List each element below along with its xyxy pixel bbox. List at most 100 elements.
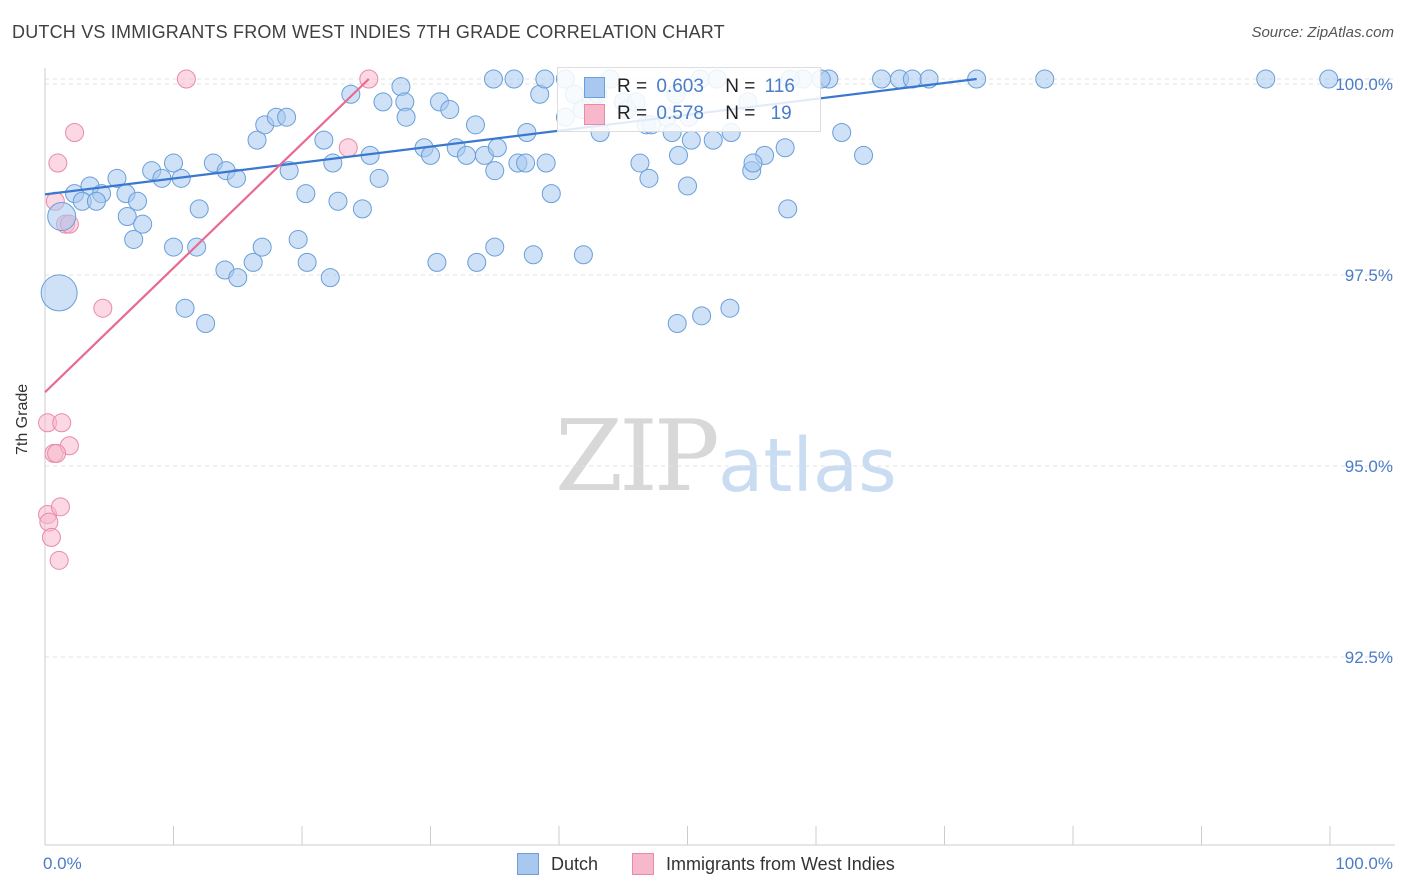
- dutch-point: [373, 92, 393, 112]
- dutch-point: [465, 115, 485, 135]
- dutch-point: [47, 202, 77, 232]
- legend-r-label: R =: [617, 103, 648, 124]
- y-tick-label: 100.0%: [1335, 75, 1393, 94]
- dutch-point: [175, 298, 195, 318]
- dutch-swatch: [517, 853, 539, 875]
- legend-r-value: 0.603: [656, 76, 704, 97]
- gridlines: [45, 78, 1395, 658]
- dutch-point: [573, 245, 593, 265]
- legend-n-label: N =: [725, 103, 756, 124]
- tick-labels: 100.0% 97.5% 95.0% 92.5% 0.0% 100.0%: [43, 75, 1393, 873]
- dutch-point: [124, 229, 144, 249]
- legend-n-label: N =: [725, 76, 756, 97]
- west-indies-point: [48, 153, 68, 173]
- chart-title: DUTCH VS IMMIGRANTS FROM WEST INDIES 7TH…: [12, 22, 725, 42]
- dutch-point: [775, 138, 795, 158]
- dutch-point: [297, 252, 317, 272]
- dutch-point: [341, 84, 361, 104]
- dutch-point: [854, 145, 874, 165]
- west-indies-point: [65, 122, 85, 142]
- legend-n-value: 116: [764, 76, 795, 97]
- dutch-trend-line: [44, 77, 977, 196]
- west-indies-point: [49, 550, 69, 570]
- dutch-point: [535, 69, 555, 89]
- dutch-point: [328, 191, 348, 211]
- dutch-point: [421, 145, 440, 165]
- west-indies-trend-line: [44, 78, 370, 394]
- dutch-point: [639, 168, 659, 188]
- trend-lines: [44, 77, 977, 394]
- legend-r-value: 0.578: [656, 103, 704, 124]
- dutch-point: [396, 107, 416, 127]
- west-indies-point: [41, 527, 61, 547]
- dutch-point: [314, 130, 334, 150]
- west-indies-point: [47, 443, 67, 463]
- dutch-point: [487, 138, 507, 158]
- dutch-point: [427, 252, 447, 272]
- dutch-point: [279, 161, 299, 181]
- dutch-point: [467, 252, 487, 272]
- dutch-point: [323, 153, 343, 173]
- legend-swatch-dutch: [584, 76, 605, 98]
- y-tick-label: 92.5%: [1345, 648, 1393, 667]
- dutch-point: [541, 184, 561, 204]
- legend-n-value: 19: [770, 103, 792, 124]
- dutch-point: [483, 69, 503, 89]
- dutch-point: [667, 313, 687, 333]
- west-indies-point: [176, 69, 196, 89]
- dutch-point: [277, 107, 297, 127]
- dutch-point: [196, 313, 216, 333]
- dutch-point: [288, 229, 308, 249]
- dutch-point: [504, 69, 524, 89]
- dutch-point: [352, 199, 372, 219]
- y-tick-label: 95.0%: [1345, 457, 1393, 476]
- dutch-point: [117, 207, 137, 227]
- dutch-point: [485, 237, 505, 257]
- dutch-point: [681, 130, 701, 150]
- x-tick-label: 100.0%: [1335, 854, 1393, 873]
- dutch-point: [86, 191, 106, 211]
- dutch-point: [1319, 69, 1339, 89]
- dutch-point: [296, 184, 316, 204]
- bottom-legend-dutch[interactable]: Dutch: [517, 852, 598, 876]
- stats-legend: R = 0.603 N = 116 R = 0.578 N = 19: [557, 67, 821, 132]
- legend-swatch-west-indies: [584, 103, 605, 125]
- dutch-point: [516, 153, 536, 173]
- dutch-point: [485, 161, 505, 181]
- west-indies-point: [50, 497, 70, 517]
- dutch-point: [440, 100, 460, 120]
- west-indies-point: [338, 138, 358, 158]
- dutch-point: [720, 298, 740, 318]
- legend-text-dutch: R = 0.603 N = 116: [617, 76, 795, 98]
- y-tick-label: 97.5%: [1345, 266, 1393, 285]
- dutch-point: [164, 237, 183, 257]
- dutch-point: [456, 145, 476, 165]
- dutch-point: [107, 168, 127, 188]
- dutch-point: [678, 176, 697, 196]
- dutch-point: [1035, 69, 1055, 89]
- dutch-point: [243, 252, 263, 272]
- dutch-point: [228, 268, 248, 288]
- dutch-point: [832, 122, 852, 142]
- axes: [44, 68, 1395, 846]
- dutch-point: [133, 214, 153, 234]
- source-label: Source: ZipAtlas.com: [1251, 24, 1394, 41]
- x-tick-label: 0.0%: [43, 854, 82, 873]
- dutch-point: [40, 274, 78, 312]
- dutch-point: [778, 199, 798, 219]
- dutch-point: [320, 268, 340, 288]
- west-indies-legend-label: Immigrants from West Indies: [666, 853, 895, 874]
- dutch-point: [743, 153, 763, 173]
- dutch-point: [536, 153, 556, 173]
- dutch-point: [517, 122, 537, 142]
- west-indies-swatch: [632, 853, 654, 875]
- dutch-point: [872, 69, 892, 89]
- dutch-legend-label: Dutch: [551, 853, 599, 874]
- dutch-point: [128, 191, 148, 211]
- dutch-point: [226, 168, 246, 188]
- dutch-point: [703, 130, 723, 150]
- dutch-point: [189, 199, 209, 219]
- bottom-legend-west-indies[interactable]: Immigrants from West Indies: [632, 852, 895, 876]
- dutch-point: [669, 145, 689, 165]
